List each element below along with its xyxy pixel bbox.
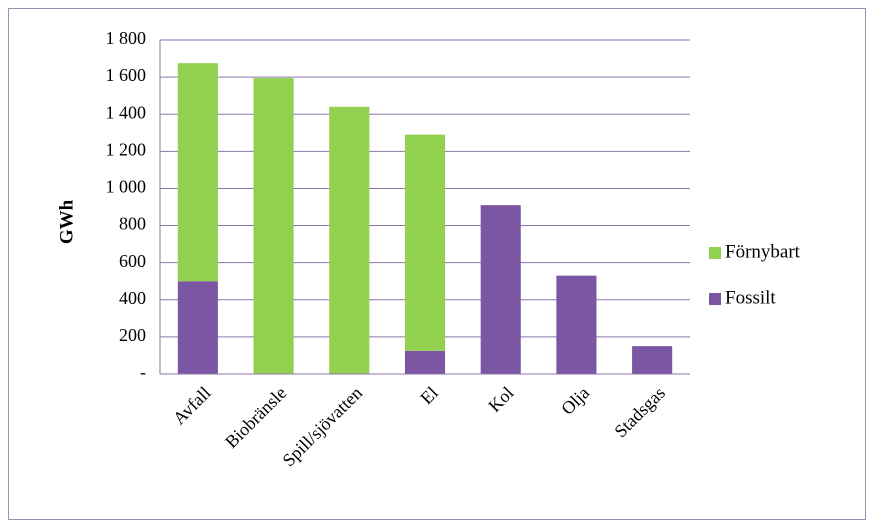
- axes: [159, 40, 690, 375]
- bar-fossilt-4: [480, 205, 521, 374]
- bar-förnybart-2: [329, 106, 370, 375]
- y-tick-labels: - 200 400 600 800 1 000 1 200 1 400 1 600 1 800: [106, 28, 147, 382]
- bar-förnybart-1: [253, 78, 294, 375]
- legend-label: Fossilt: [725, 287, 776, 308]
- legend-swatch: [709, 293, 721, 305]
- bar-fossilt-0: [177, 281, 218, 374]
- bars: [177, 63, 673, 375]
- x-tick-label: Olja: [557, 383, 593, 419]
- x-tick-label: Biobränsle: [221, 383, 290, 452]
- x-tick-label: Avfall: [169, 383, 215, 429]
- y-tick-label: 200: [119, 325, 146, 345]
- bar-fossilt-5: [556, 275, 597, 374]
- y-tick-label: 1 000: [106, 177, 147, 197]
- y-tick-label: 400: [119, 288, 146, 308]
- x-tick-label: Spill/sjövatten: [278, 383, 366, 471]
- y-tick-label: 1 400: [106, 102, 147, 122]
- bar-förnybart-3: [404, 134, 446, 351]
- legend-label: Förnybart: [725, 241, 801, 262]
- bar-fossilt-3: [404, 350, 446, 374]
- y-tick-label: 800: [119, 214, 146, 234]
- bar-fossilt-6: [632, 346, 673, 374]
- bar-förnybart-0: [177, 63, 218, 282]
- x-tick-label: El: [416, 383, 441, 408]
- x-tick-label: Stadsgas: [610, 383, 669, 442]
- y-tick-label: 1 200: [106, 139, 147, 159]
- y-tick-label: -: [140, 362, 146, 382]
- y-tick-label: 600: [119, 251, 146, 271]
- y-axis-label: GWh: [56, 199, 77, 244]
- legend: Förnybart Fossilt: [709, 241, 801, 308]
- legend-swatch: [709, 247, 721, 259]
- y-tick-label: 1 800: [106, 28, 147, 48]
- x-tick-label: Kol: [484, 383, 517, 416]
- y-tick-label: 1 600: [106, 65, 147, 85]
